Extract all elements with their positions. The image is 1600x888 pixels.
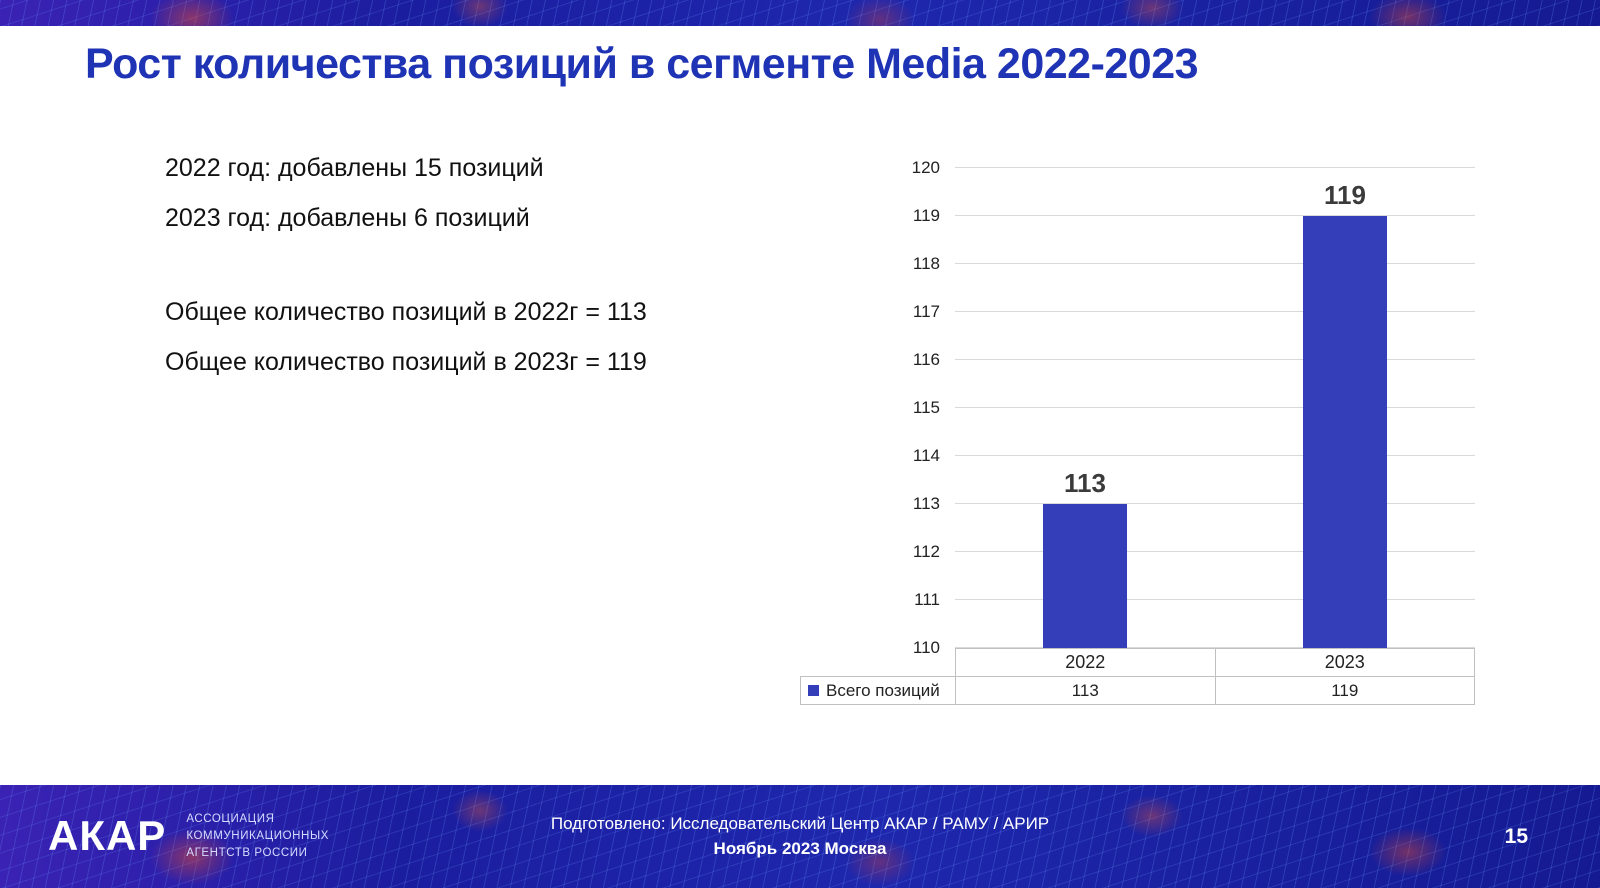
y-axis-tick-label: 111 xyxy=(914,590,940,609)
gridline xyxy=(955,263,1475,264)
chart-data-table: 2022 2023 Всего позиций 113 119 xyxy=(800,648,1475,705)
y-axis-tick-label: 115 xyxy=(912,398,940,417)
gridline xyxy=(955,647,1475,648)
y-axis-tick-label: 120 xyxy=(911,158,940,177)
chart-bar xyxy=(1303,216,1387,648)
legend-row: Всего позиций 113 119 xyxy=(800,676,1475,705)
category-label-2022: 2022 xyxy=(1065,652,1106,672)
text-block: 2022 год: добавлены 15 позиций 2023 год:… xyxy=(165,152,785,396)
prepared-by-text: Подготовлено: Исследовательский Центр АК… xyxy=(550,813,1050,833)
chart-plot-area: 113 119 xyxy=(955,167,1475,648)
gridline xyxy=(955,311,1475,312)
akar-logo: АКАР АССОЦИАЦИЯ КОММУНИКАЦИОННЫХ АГЕНТСТ… xyxy=(48,811,329,861)
bar-data-label-2022: 113 xyxy=(1064,468,1106,498)
footer-credits: Подготовлено: Исследовательский Центр АК… xyxy=(551,812,1049,861)
y-axis-tick-label: 117 xyxy=(912,302,940,321)
y-axis-tick-label: 114 xyxy=(912,446,940,465)
legend-marker-icon xyxy=(808,685,819,696)
y-axis-tick-label: 110 xyxy=(912,638,940,657)
bar-chart: 110 111 112 113 114 115 116 117 118 119 120 113 11… xyxy=(800,158,1475,705)
chart-bar xyxy=(1043,504,1127,648)
bullet-2023-added: 2023 год: добавлены 6 позиций xyxy=(165,204,530,232)
legend-cell: Всего позиций xyxy=(801,677,956,704)
chart-plot-wrap: 110 111 112 113 114 115 116 117 118 119 120 113 11… xyxy=(900,158,1475,657)
chart-bars-row: 113 119 xyxy=(955,168,1475,648)
y-axis-tick-label: 119 xyxy=(912,206,940,225)
text-group-totals: Общее количество позиций в 2022г = 113 О… xyxy=(165,296,785,378)
gridline xyxy=(955,359,1475,360)
bullet-total-2022: Общее количество позиций в 2022г = 113 xyxy=(165,298,647,326)
y-axis-tick-label: 116 xyxy=(912,350,940,369)
date-place-text: Ноябрь 2023 Москва xyxy=(713,838,887,858)
bullet-total-2023: Общее количество позиций в 2023г = 119 xyxy=(165,348,647,376)
bar-data-label-2023: 119 xyxy=(1324,180,1366,210)
table-value-2022: 113 xyxy=(1071,681,1099,700)
logo-sub-line-1: АССОЦИАЦИЯ xyxy=(186,813,275,826)
page-title: Рост количества позиций в сегменте Media… xyxy=(85,40,1199,88)
bullet-2022-added: 2022 год: добавлены 15 позиций xyxy=(165,154,544,182)
y-axis-tick-label: 112 xyxy=(912,542,940,561)
gridline xyxy=(955,503,1475,504)
table-value-2023: 119 xyxy=(1214,677,1475,704)
y-axis-tick-label: 113 xyxy=(912,494,940,513)
text-group-additions: 2022 год: добавлены 15 позиций 2023 год:… xyxy=(165,152,785,234)
bar-slot-2022: 113 xyxy=(955,168,1215,648)
category-label-2023: 2023 xyxy=(1214,649,1475,676)
gridline xyxy=(955,407,1475,408)
category-row: 2022 2023 xyxy=(955,648,1475,677)
gridline xyxy=(955,215,1475,216)
gridline xyxy=(955,551,1475,552)
akar-logo-subtitle: АССОЦИАЦИЯ КОММУНИКАЦИОННЫХ АГЕНТСТВ РОС… xyxy=(186,811,329,861)
akar-logo-text: АКАР xyxy=(48,812,167,860)
y-axis-tick-label: 118 xyxy=(912,254,940,273)
bar-slot-2023: 119 xyxy=(1215,168,1475,648)
page-number: 15 xyxy=(1504,824,1528,848)
gridline xyxy=(955,455,1475,456)
chart-y-axis: 110 111 112 113 114 115 116 117 118 119 120 xyxy=(900,158,948,657)
footer: АКАР АССОЦИАЦИЯ КОММУНИКАЦИОННЫХ АГЕНТСТ… xyxy=(0,785,1600,888)
logo-sub-line-2: КОММУНИКАЦИОННЫХ xyxy=(186,830,330,843)
gridline xyxy=(955,167,1475,168)
legend-label: Всего позиций xyxy=(826,680,940,700)
top-decorative-strip xyxy=(0,0,1600,26)
gridline xyxy=(955,599,1475,600)
logo-sub-line-3: АГЕНТСТВ РОССИИ xyxy=(186,846,308,859)
